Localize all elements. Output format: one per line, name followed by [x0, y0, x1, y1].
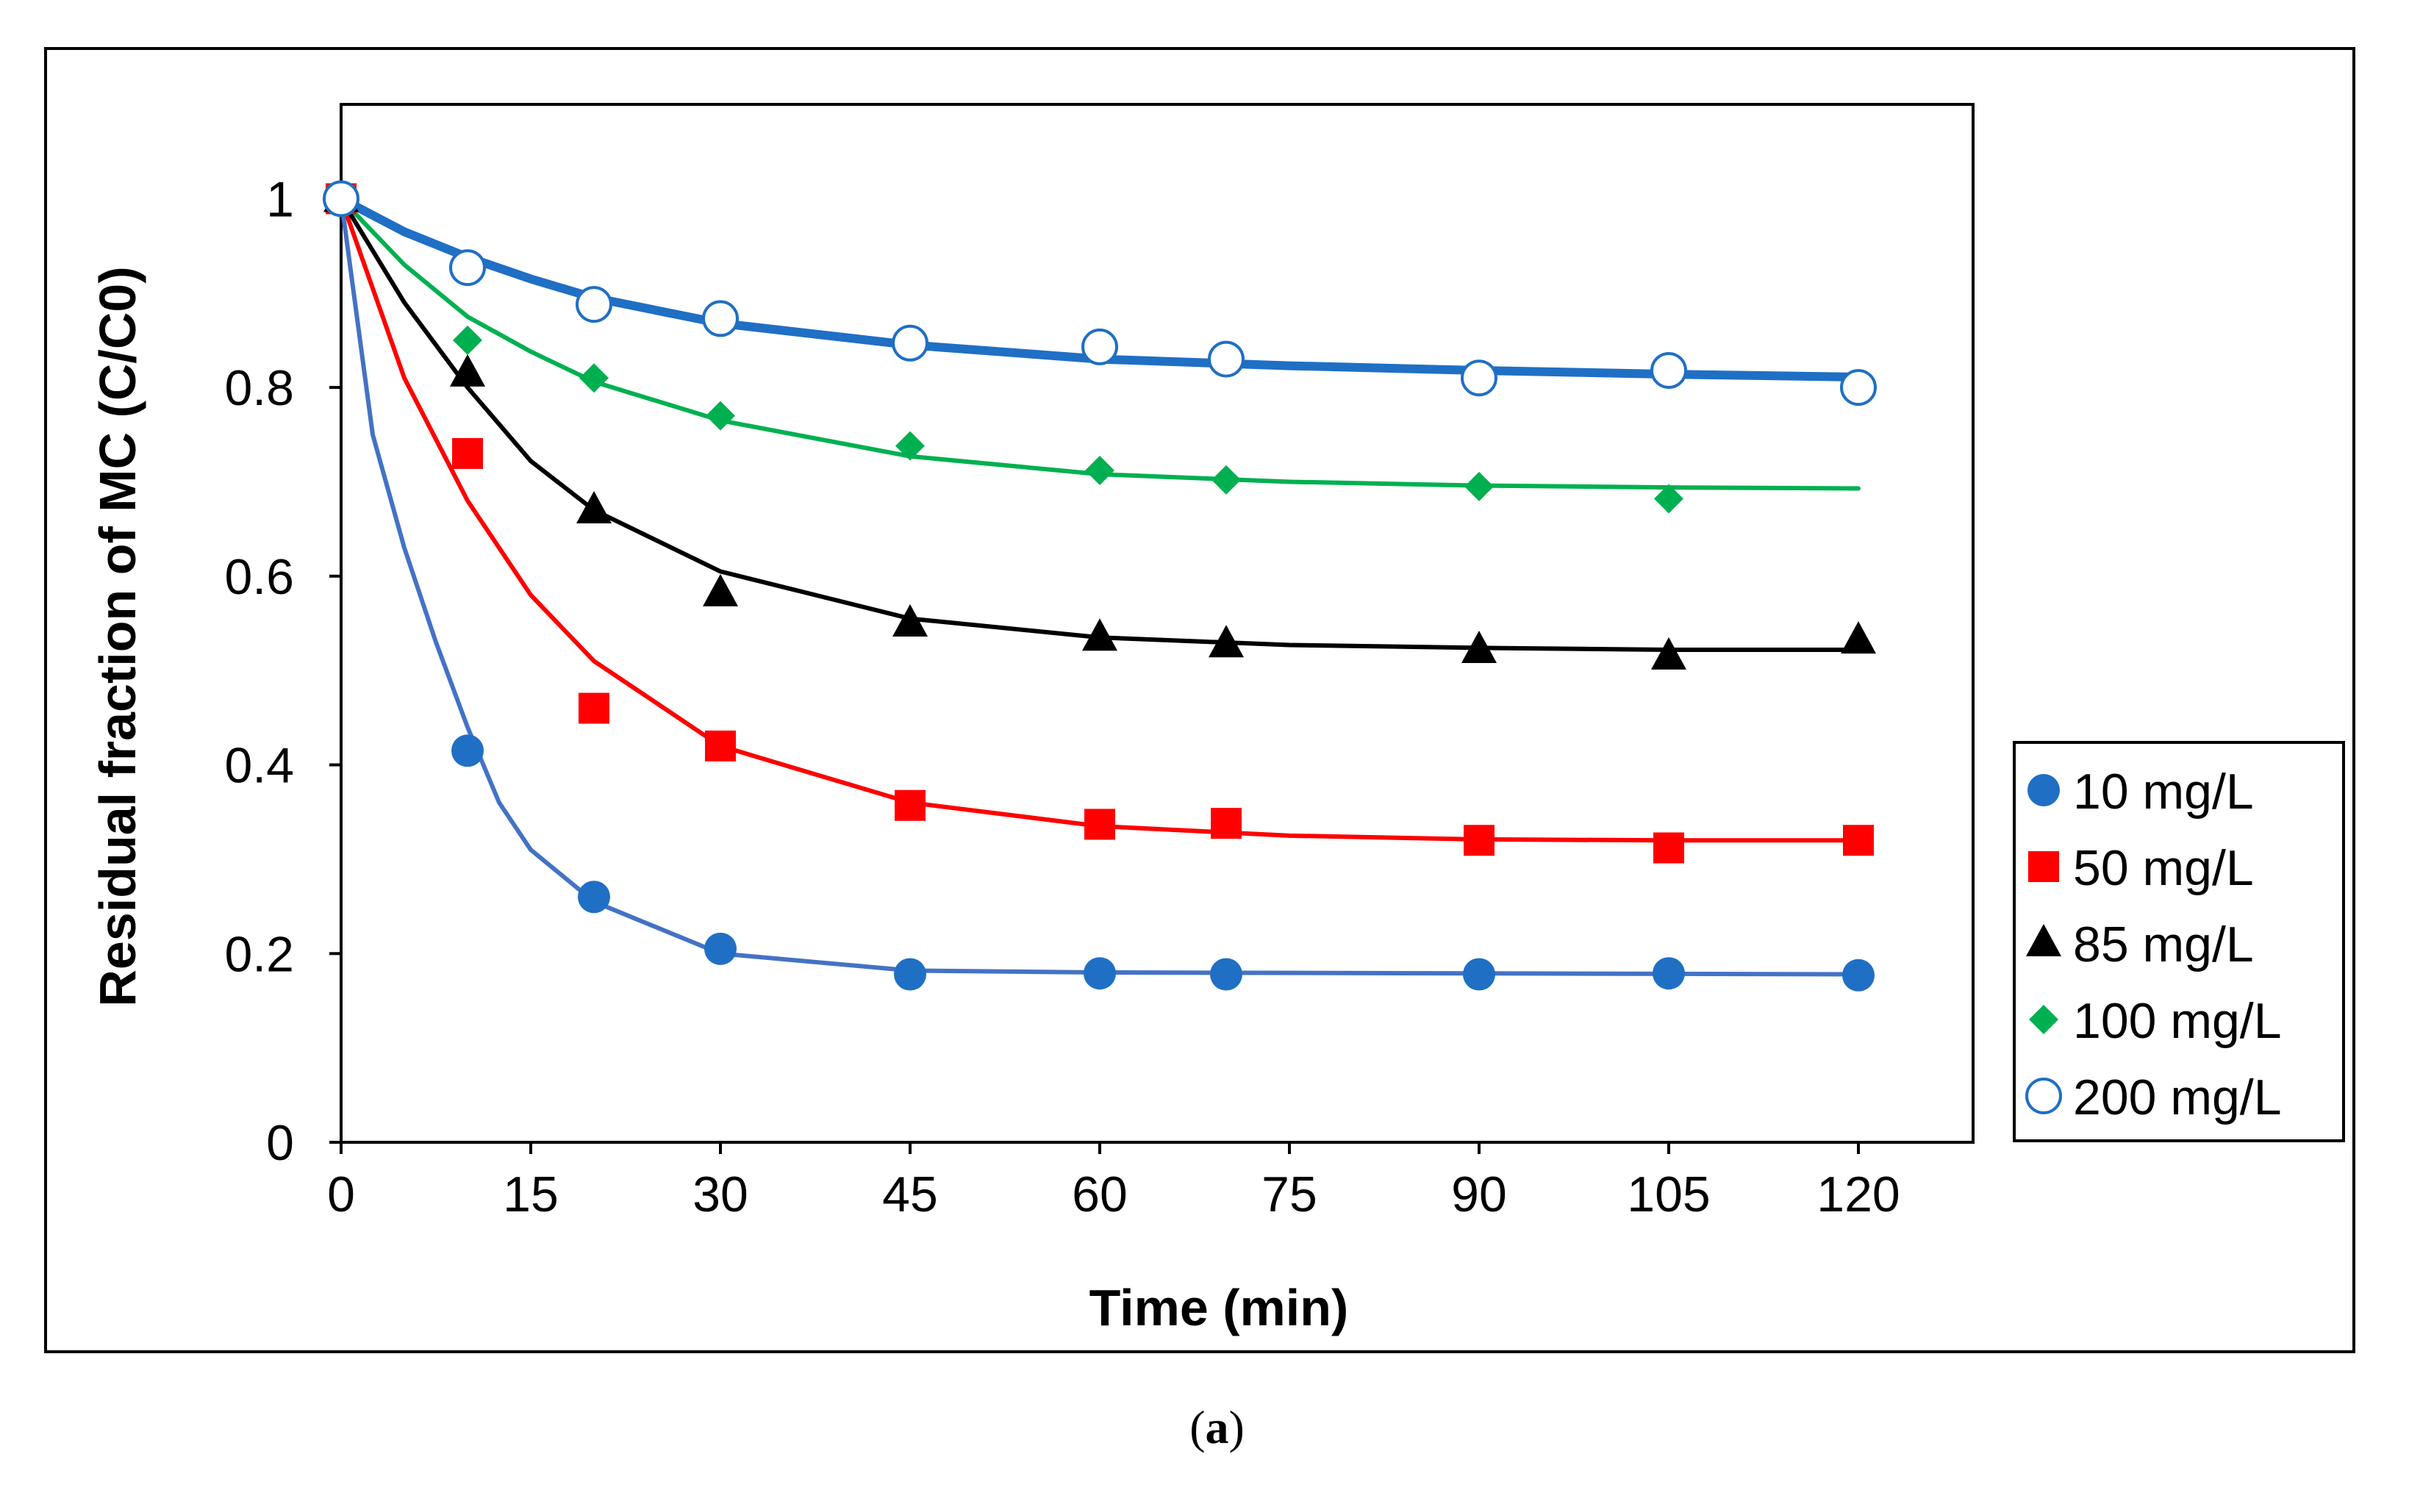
chart-frame — [44, 47, 2355, 1353]
y-tick-label: 0 — [266, 1115, 294, 1171]
data-point-series-2 — [895, 789, 926, 821]
legend-marker-series-4 — [2029, 1005, 2058, 1034]
caption-letter: a — [1205, 1401, 1229, 1453]
x-tick-label: 30 — [692, 1167, 748, 1222]
data-point-series-1 — [451, 734, 484, 767]
data-point-series-4 — [1211, 465, 1241, 495]
y-tick-label: 0.4 — [224, 738, 294, 794]
data-point-series-5 — [1650, 351, 1687, 389]
data-point-series-5 — [1840, 369, 1877, 406]
data-point-series-3 — [1209, 625, 1244, 658]
legend-label-series-5: 200 mg/L — [2073, 1069, 2282, 1125]
x-tick-label: 105 — [1627, 1167, 1710, 1222]
data-point-series-1 — [704, 932, 737, 965]
data-point-series-5 — [1081, 328, 1118, 365]
x-tick-label: 120 — [1816, 1167, 1900, 1222]
data-point-series-4 — [706, 401, 735, 431]
y-tick-label: 0.6 — [224, 549, 294, 605]
data-point-series-2 — [1653, 832, 1684, 864]
data-point-series-4 — [453, 325, 482, 355]
data-point-series-1 — [578, 881, 610, 914]
y-tick-label: 0.8 — [224, 360, 294, 416]
legend-box — [2013, 741, 2345, 1142]
fit-line-series-2 — [339, 196, 1861, 843]
figure-caption: (a) — [0, 1400, 2434, 1455]
data-point-series-4 — [1464, 471, 1494, 501]
legend-marker-series-2 — [2028, 851, 2059, 882]
data-point-series-2 — [1084, 809, 1115, 840]
legend-label-series-1: 10 mg/L — [2073, 764, 2254, 820]
data-point-series-5 — [576, 286, 612, 323]
legend: 10 mg/L 50 mg/L 85 mg/L 100 mg/L 200 mg/L — [2013, 741, 2345, 1142]
plot-area — [340, 103, 1975, 1144]
data-point-series-2 — [1211, 808, 1242, 839]
data-point-series-5 — [449, 249, 486, 287]
data-point-series-4 — [895, 431, 925, 461]
x-axis-label: Time (min) — [1089, 1279, 1349, 1336]
data-point-series-1 — [1653, 957, 1685, 990]
y-tick-label: 0.2 — [224, 926, 294, 982]
data-point-series-3 — [1651, 637, 1686, 670]
data-point-series-2 — [579, 692, 609, 724]
fit-line-series-4 — [339, 196, 1861, 491]
data-point-series-3 — [703, 573, 738, 606]
x-tick-label: 90 — [1451, 1167, 1507, 1222]
data-point-series-2 — [1464, 825, 1495, 856]
data-markers — [323, 179, 1877, 992]
data-point-series-5 — [702, 300, 739, 337]
caption-close-paren: ) — [1228, 1401, 1245, 1453]
data-point-series-2 — [705, 730, 736, 762]
y-axis-ticks: 0 0.2 0.4 0.6 0.8 1 — [224, 171, 341, 1171]
data-point-series-3 — [1841, 621, 1876, 654]
data-point-series-3 — [450, 354, 485, 387]
data-point-series-3 — [1082, 618, 1117, 651]
x-tick-label: 75 — [1261, 1167, 1317, 1222]
data-point-series-1 — [1084, 957, 1116, 990]
data-point-series-3 — [892, 604, 928, 637]
data-point-series-5 — [1208, 340, 1245, 378]
legend-label-series-2: 50 mg/L — [2073, 840, 2254, 896]
legend-label-series-3: 85 mg/L — [2073, 917, 2254, 972]
data-point-series-4 — [1085, 456, 1114, 486]
x-axis-ticks: 0 15 30 45 60 75 90 105 120 — [327, 1142, 1900, 1222]
data-point-series-2 — [1843, 825, 1874, 856]
x-tick-label: 0 — [327, 1167, 355, 1222]
x-tick-label: 60 — [1072, 1167, 1128, 1222]
data-point-series-2 — [452, 437, 483, 469]
data-point-series-1 — [894, 958, 926, 991]
data-point-series-3 — [1461, 630, 1497, 663]
legend-marker-series-1 — [2027, 774, 2060, 806]
legend-marker-series-5 — [2025, 1078, 2062, 1114]
y-tick-label: 1 — [266, 171, 294, 227]
data-point-series-3 — [576, 490, 612, 523]
data-point-series-1 — [1463, 958, 1495, 991]
caption-open-paren: ( — [1189, 1401, 1206, 1453]
data-point-series-1 — [1842, 959, 1875, 992]
fit-line-series-3 — [339, 196, 1861, 652]
data-point-series-4 — [579, 363, 609, 393]
data-point-series-5 — [1461, 359, 1497, 397]
data-point-series-4 — [1654, 484, 1683, 514]
x-tick-label: 15 — [503, 1167, 559, 1222]
data-point-series-5 — [892, 324, 928, 362]
legend-label-series-4: 100 mg/L — [2073, 993, 2282, 1049]
y-axis-label: Residual fraction of MC (C/C0) — [89, 266, 146, 1006]
x-tick-label: 45 — [882, 1167, 938, 1222]
legend-marker-series-3 — [2026, 924, 2061, 956]
data-point-series-1 — [1210, 958, 1242, 991]
data-point-series-5 — [323, 180, 359, 218]
